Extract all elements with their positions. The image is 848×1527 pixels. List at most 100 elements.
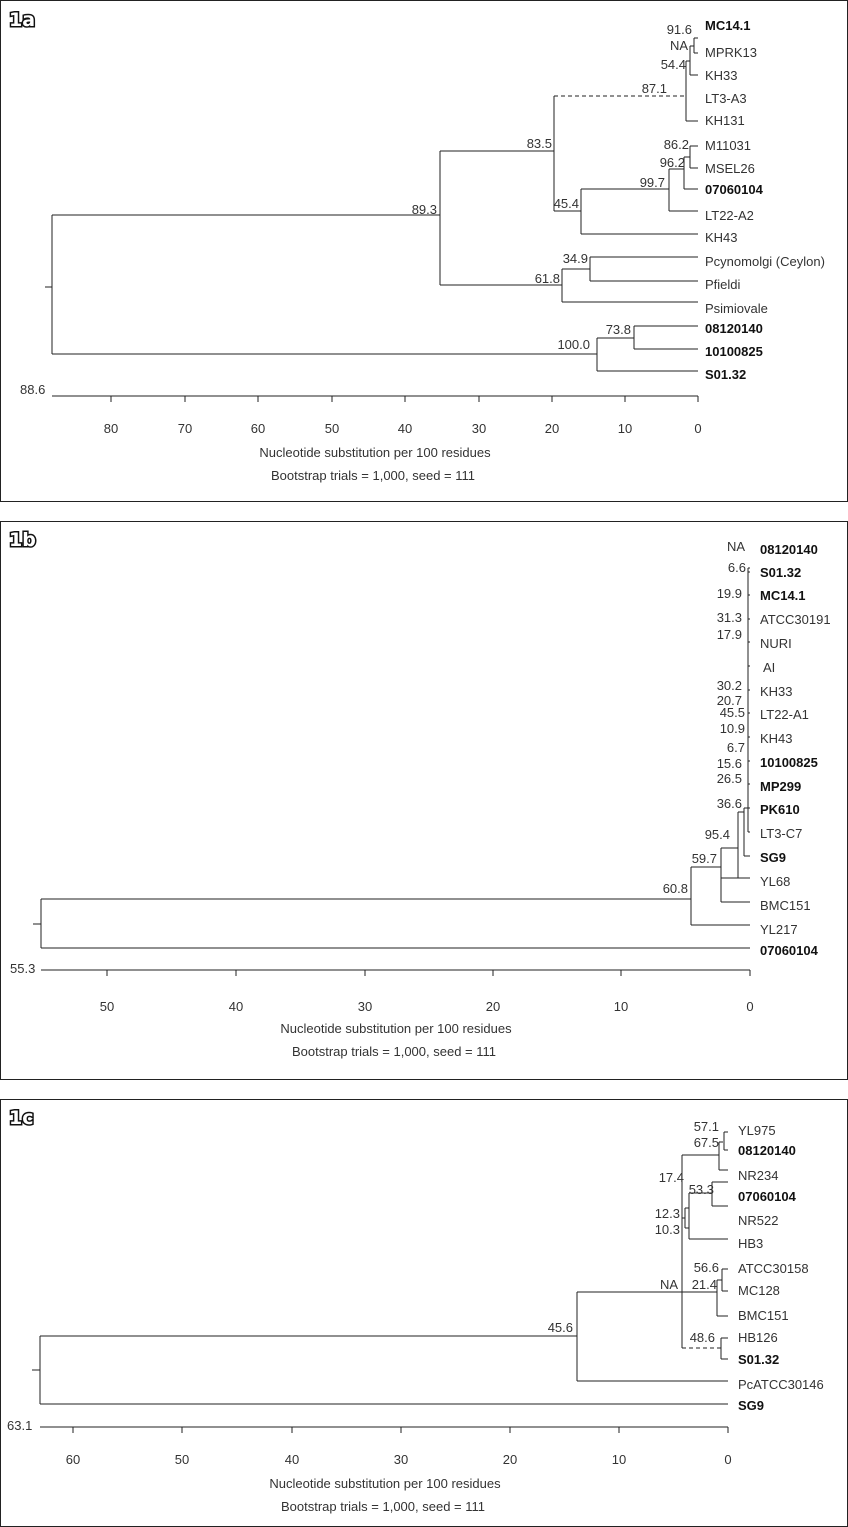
leaf-label: NR234 [738, 1168, 778, 1183]
leaf-label: YL975 [738, 1123, 776, 1138]
tree-branches [32, 1131, 728, 1405]
node-label: NA [727, 539, 745, 554]
tick-label: 50 [175, 1452, 189, 1467]
leaf-label: AI [763, 660, 775, 675]
leaf-label: Pfieldi [705, 277, 741, 292]
tree-1a-svg: 1a [8, 8, 825, 484]
tick-label: 40 [229, 999, 243, 1014]
tree-branches [33, 567, 750, 949]
panel-badge: 1b [9, 529, 36, 551]
node-label: 100.0 [557, 337, 590, 352]
tick-label: 0 [746, 999, 753, 1014]
tick-label: 50 [325, 421, 339, 436]
leaf-label: LT22-A1 [760, 707, 809, 722]
node-label: 95.4 [705, 827, 730, 842]
node-label: 96.2 [660, 155, 685, 170]
tick-label: 50 [100, 999, 114, 1014]
leaf-label: MP299 [760, 779, 801, 794]
node-label: 67.5 [694, 1135, 719, 1150]
node-label: 87.1 [642, 81, 667, 96]
node-label: 99.7 [640, 175, 665, 190]
leaf-label: PK610 [760, 802, 800, 817]
axis-caption: Nucleotide substitution per 100 residues [259, 445, 491, 460]
tick-label: 80 [104, 421, 118, 436]
tick-label: 0 [694, 421, 701, 436]
leaf-label: ATCC30191 [760, 612, 831, 627]
root-distance-label: 63.1 [7, 1418, 32, 1433]
leaf-label: KH43 [705, 230, 738, 245]
leaf-label: NURI [760, 636, 792, 651]
tick-label: 20 [503, 1452, 517, 1467]
leaf-label: NR522 [738, 1213, 778, 1228]
node-label: 73.8 [606, 322, 631, 337]
leaf-label: 08120140 [760, 542, 818, 557]
leaf-label: SG9 [738, 1398, 764, 1413]
node-support-values: 57.1 67.5 17.4 53.3 12.3 10.3 56.6 21.4 … [548, 1119, 719, 1345]
node-label: 17.9 [717, 627, 742, 642]
node-label: 26.5 [717, 771, 742, 786]
tick-label: 60 [66, 1452, 80, 1467]
tick-label: 70 [178, 421, 192, 436]
node-label: 57.1 [694, 1119, 719, 1134]
leaf-label: KH43 [760, 731, 793, 746]
axis-caption: Nucleotide substitution per 100 residues [280, 1021, 512, 1036]
node-label: 12.3 [655, 1206, 680, 1221]
tick-label: 10 [614, 999, 628, 1014]
leaf-label: 07060104 [738, 1189, 797, 1204]
leaf-label: PcATCC30146 [738, 1377, 824, 1392]
scale-axis: 88.6 80 70 60 50 40 30 20 10 0 Nucleotid… [20, 382, 702, 483]
node-label: 10.9 [720, 721, 745, 736]
tree-1b-svg: 1b 08120140 S01.32 MC14.1 [8, 528, 831, 1060]
node-label: 61.8 [535, 271, 560, 286]
leaf-label: 10100825 [760, 755, 818, 770]
leaf-label: Psimiovale [705, 301, 768, 316]
scale-axis: 63.1 60 50 40 30 20 10 0 Nucleotide subs… [7, 1418, 732, 1514]
leaf-label: 08120140 [738, 1143, 796, 1158]
node-label: 60.8 [663, 881, 688, 896]
tick-label: 30 [358, 999, 372, 1014]
node-label: 6.7 [727, 740, 745, 755]
leaf-label: LT3-C7 [760, 826, 802, 841]
node-support-values: 91.6 NA 54.4 87.1 86.2 96.2 99.7 45.4 83… [412, 22, 692, 352]
node-label: 56.6 [694, 1260, 719, 1275]
leaf-label: YL68 [760, 874, 790, 889]
leaf-label: M11031 [705, 138, 751, 153]
node-label: 30.2 [717, 678, 742, 693]
tick-label: 30 [472, 421, 486, 436]
bootstrap-caption: Bootstrap trials = 1,000, seed = 111 [292, 1044, 496, 1059]
bootstrap-caption: Bootstrap trials = 1,000, seed = 111 [281, 1499, 485, 1514]
axis-caption: Nucleotide substitution per 100 residues [269, 1476, 501, 1491]
node-label: 48.6 [690, 1330, 715, 1345]
node-label: 6.6 [728, 560, 746, 575]
leaf-label: HB3 [738, 1236, 763, 1251]
leaf-label: 07060104 [705, 182, 764, 197]
leaf-label: KH131 [705, 113, 745, 128]
node-label: 83.5 [527, 136, 552, 151]
tree-branches [45, 37, 698, 372]
leaf-label: HB126 [738, 1330, 778, 1345]
leaf-labels: YL975 08120140 NR234 07060104 NR522 HB3 … [738, 1123, 824, 1413]
leaf-label: BMC151 [738, 1308, 789, 1323]
node-label: 59.7 [692, 851, 717, 866]
leaf-label: KH33 [705, 68, 738, 83]
node-label: 21.4 [692, 1277, 717, 1292]
tree-1c-svg: 1c YL [7, 1106, 824, 1515]
tree-panel-1c: 1c YL [0, 1099, 848, 1527]
leaf-label: S01.32 [705, 367, 746, 382]
root-distance-label: 55.3 [10, 961, 35, 976]
leaf-label: BMC151 [760, 898, 811, 913]
node-label: 20.7 [717, 693, 742, 708]
leaf-label: S01.32 [760, 565, 801, 580]
node-label: NA [670, 38, 688, 53]
tree-panel-1b: 1b 08120140 S01.32 MC14.1 [0, 521, 848, 1080]
tick-label: 30 [394, 1452, 408, 1467]
leaf-label: 08120140 [705, 321, 763, 336]
node-label: 17.4 [659, 1170, 684, 1185]
tick-label: 10 [618, 421, 632, 436]
leaf-labels: 08120140 S01.32 MC14.1 ATCC30191 NURI AI… [760, 542, 831, 958]
node-label: 86.2 [664, 137, 689, 152]
panel-badge: 1c [9, 1107, 33, 1129]
leaf-label: MC14.1 [705, 18, 751, 33]
node-label: 54.4 [661, 57, 686, 72]
node-label: 53.3 [689, 1182, 714, 1197]
